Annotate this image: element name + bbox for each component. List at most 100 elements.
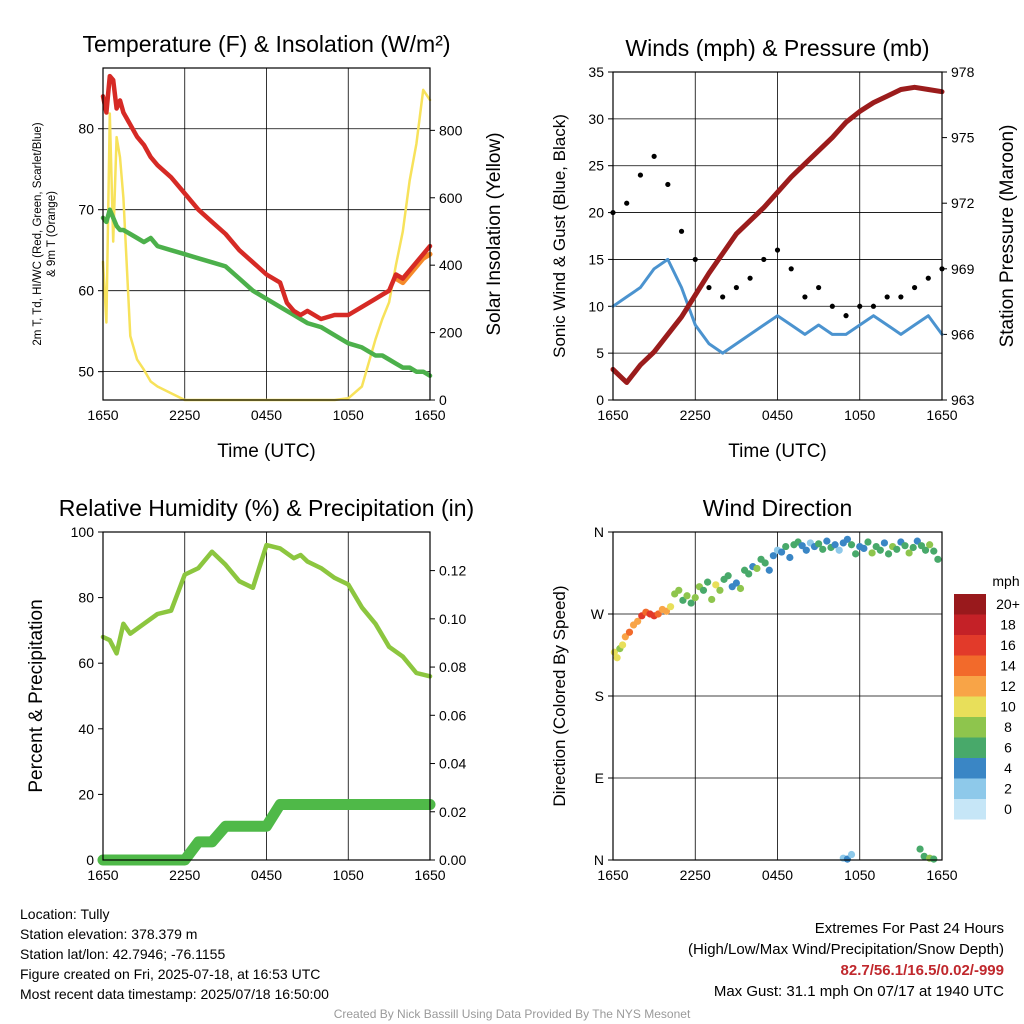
direction-point <box>815 540 823 548</box>
y-right-tick-label: 400 <box>439 257 463 273</box>
direction-point <box>625 628 634 636</box>
gust-point <box>898 294 904 300</box>
gust-point <box>720 294 726 300</box>
y-right-tick-label: 0.10 <box>439 611 466 627</box>
direction-point <box>819 545 827 553</box>
legend-label: 14 <box>1000 658 1016 674</box>
legend-label: 16 <box>1000 637 1016 653</box>
gust-point <box>747 275 753 281</box>
direction-point <box>843 535 852 543</box>
credit-line: Created By Nick Bassill Using Data Provi… <box>333 1007 691 1021</box>
plot-frame <box>612 531 943 861</box>
x-tick-label: 1050 <box>333 407 364 423</box>
x-tick-label: 1650 <box>414 867 445 883</box>
x-tick-label: 0450 <box>251 407 282 423</box>
y-right-axis-label: Station Pressure (Maroon) <box>997 125 1018 348</box>
legend-label: 18 <box>1000 617 1016 633</box>
gust-point <box>624 200 630 206</box>
legend-swatch <box>954 696 986 717</box>
x-tick-label: 0450 <box>762 407 793 423</box>
station-info: Location: Tully Station elevation: 378.3… <box>20 904 329 1004</box>
gust-point <box>816 284 822 291</box>
series-2m-temp <box>100 73 433 322</box>
x-tick-label: 1650 <box>926 407 957 423</box>
legend-swatch <box>954 635 986 656</box>
x-tick-label: 2250 <box>169 407 200 423</box>
direction-point <box>683 592 691 600</box>
y-right-tick-label: 978 <box>951 64 975 80</box>
recent-data-label: Most recent data timestamp: 2025/07/18 1… <box>20 986 329 1002</box>
direction-point <box>831 541 839 549</box>
direction-point <box>712 581 720 589</box>
x-tick-label: 1650 <box>926 867 957 883</box>
x-tick-label: 1650 <box>597 867 628 883</box>
direction-point <box>847 541 856 549</box>
direction-point <box>909 543 917 552</box>
direction-point <box>893 545 901 553</box>
y-tick-label: 5 <box>596 345 604 361</box>
direction-point <box>930 855 938 863</box>
y-right-tick-label: 0.00 <box>439 852 466 868</box>
gust-point <box>651 153 657 159</box>
extremes-heading: Extremes For Past 24 Hours <box>814 920 1004 937</box>
y-tick-label: 40 <box>78 721 94 737</box>
y-right-tick-label: 966 <box>951 326 975 342</box>
direction-point <box>860 544 868 553</box>
gust-point <box>925 275 931 281</box>
gust-point <box>911 284 918 291</box>
legend-label: 10 <box>1000 699 1016 715</box>
legend-swatch <box>954 799 986 820</box>
direction-point <box>613 654 621 662</box>
gust-point <box>692 256 698 263</box>
series-9m-temp <box>393 251 433 286</box>
y-tick-label: N <box>594 852 604 868</box>
direction-point <box>901 542 909 550</box>
direction-point <box>782 542 790 551</box>
direction-point <box>880 539 889 547</box>
y-tick-label: 60 <box>78 283 94 299</box>
direction-point <box>732 579 740 587</box>
gust-point <box>884 294 890 300</box>
y-tick-label: 10 <box>588 298 604 314</box>
y-right-tick-label: 200 <box>439 325 463 341</box>
x-tick-label: 2250 <box>680 407 711 423</box>
series-pressure <box>610 84 945 385</box>
y-right-tick-label: 972 <box>951 195 975 211</box>
y-right-tick-label: 963 <box>951 392 975 408</box>
x-tick-label: 1050 <box>844 867 875 883</box>
y-right-tick-label: 0.02 <box>439 804 466 820</box>
extremes-subheading: (High/Low/Max Wind/Precipitation/Snow De… <box>688 941 1004 958</box>
extremes-block: Extremes For Past 24 Hours (High/Low/Max… <box>688 918 1004 1002</box>
x-axis-label: Time (UTC) <box>217 441 316 462</box>
direction-point <box>634 617 642 625</box>
y-tick-label: 80 <box>78 590 94 606</box>
direction-point <box>876 546 884 554</box>
x-axis-label: Time (UTC) <box>728 441 827 462</box>
direction-point <box>823 537 831 545</box>
direction-point <box>708 595 716 604</box>
max-gust-label: Max Gust: 31.1 mph On 07/17 at 1940 UTC <box>713 983 1004 1000</box>
gust-point <box>802 294 808 300</box>
y-tick-label: E <box>595 770 604 786</box>
extremes-values: 82.7/56.1/16.5/0.02/-999 <box>840 962 1004 979</box>
legend-label: 8 <box>1004 719 1012 735</box>
gust-point <box>665 181 671 188</box>
direction-point <box>934 555 942 563</box>
y-tick-label: 25 <box>588 158 604 174</box>
legend-swatch <box>954 614 986 635</box>
direction-point <box>778 548 786 556</box>
y-right-tick-label: 600 <box>439 190 463 206</box>
panel-3: Relative Humidity (%) & Precipitation (i… <box>26 495 474 883</box>
direction-point <box>786 553 794 562</box>
direction-point <box>687 599 695 607</box>
panel-title: Temperature (F) & Insolation (W/m²) <box>82 31 450 57</box>
legend-label: 20+ <box>996 596 1020 612</box>
y-axis-label: Direction (Colored By Speed) <box>550 585 569 806</box>
direction-point <box>847 850 856 859</box>
y-right-tick-label: 0.04 <box>439 756 466 772</box>
legend-label: 4 <box>1004 760 1012 776</box>
direction-point <box>864 538 872 546</box>
y-axis-label-2: & 9m T (Orange) <box>46 191 58 277</box>
direction-point <box>761 559 769 567</box>
